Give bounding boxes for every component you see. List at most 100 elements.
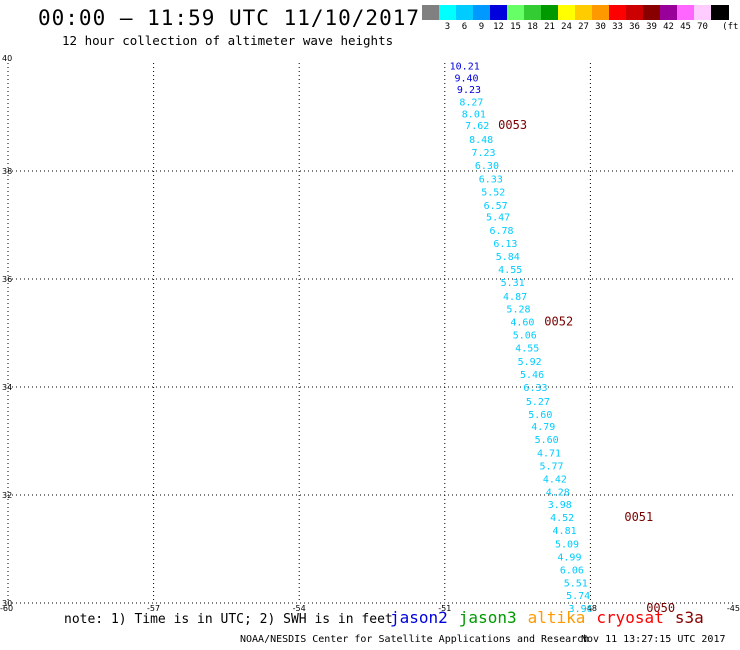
swh-value: 5.06	[513, 330, 537, 341]
map-axes: -60 -57 -54 -51 -48 -45 40 38 36 34 32 30	[0, 54, 740, 613]
swh-value: 4.28	[546, 488, 570, 499]
legend-unit-label: (ft)	[722, 22, 740, 32]
pass-time-label: 0053	[498, 118, 527, 132]
satellite-s3a: s3a	[674, 608, 704, 627]
legend-value-label: 45	[680, 22, 691, 32]
swh-value: 3.98	[548, 500, 572, 511]
pass-time-label: 0052	[544, 314, 573, 328]
legend-swatch	[456, 5, 474, 20]
swh-value: 5.92	[518, 357, 542, 368]
swh-value: 8.27	[459, 98, 483, 109]
swh-value: 4.55	[498, 265, 522, 276]
swh-value: 5.60	[535, 435, 559, 446]
pass-labels: 0053 0052 0051 0050	[498, 118, 675, 615]
swh-value: 5.52	[481, 187, 505, 198]
legend-swatch	[609, 5, 627, 20]
swh-value: 5.31	[501, 278, 525, 289]
footer-credit: NOAA/NESDIS Center for Satellite Applica…	[240, 634, 590, 645]
legend-swatch	[677, 5, 695, 20]
swh-value: 4.87	[503, 292, 527, 303]
swh-value: 4.42	[543, 475, 567, 486]
lon-tick-label: -45	[727, 604, 740, 613]
swh-value: 5.27	[526, 397, 550, 408]
swh-value: 7.23	[471, 148, 495, 159]
legend-swatch	[558, 5, 576, 20]
footer: NOAA/NESDIS Center for Satellite Applica…	[240, 634, 726, 645]
legend-swatch	[507, 5, 525, 20]
swh-value: 5.47	[486, 213, 510, 224]
lon-tick-label: -60	[0, 604, 13, 613]
units-note: note: 1) Time is in UTC; 2) SWH is in fe…	[64, 612, 393, 627]
swh-value: 8.48	[469, 135, 493, 146]
lon-tick-label: -57	[147, 604, 160, 613]
legend-swatch	[660, 5, 678, 20]
legend-swatch	[439, 5, 457, 20]
swh-value: 4.81	[553, 526, 577, 537]
lat-tick-label: 40	[2, 54, 12, 63]
legend-swatch	[490, 5, 508, 20]
legend-value-label: 18	[527, 22, 538, 32]
legend-swatch	[575, 5, 593, 20]
swh-value: 5.46	[520, 370, 544, 381]
swh-value: 4.79	[531, 422, 555, 433]
map-grid	[7, 63, 736, 604]
swh-value: 4.60	[510, 317, 534, 328]
swh-value: 5.77	[539, 462, 563, 473]
legend-value-label: 33	[612, 22, 623, 32]
swh-value: 4.99	[557, 552, 581, 563]
legend-swatch	[592, 5, 610, 20]
satellite-altika: altika	[527, 608, 586, 627]
legend-value-label: 70	[697, 22, 708, 32]
legend-value-label: 30	[595, 22, 606, 32]
swh-value: 4.71	[537, 449, 561, 460]
legend-value-label: 21	[544, 22, 555, 32]
page-subtitle: 12 hour collection of altimeter wave hei…	[62, 33, 394, 48]
legend-value-label: 3	[444, 22, 451, 32]
swh-value: 4.52	[550, 513, 574, 524]
pass-time-label: 0051	[624, 510, 653, 524]
lat-tick-label: 30	[2, 599, 12, 608]
lat-tick-label: 34	[2, 383, 12, 392]
swh-value: 6.33	[479, 174, 503, 185]
satellite-jason3: jason3	[458, 608, 517, 627]
legend-swatch	[473, 5, 491, 20]
legend-swatch	[626, 5, 644, 20]
swh-value: 5.28	[506, 304, 530, 315]
legend-swatch	[541, 5, 559, 20]
legend-swatch	[711, 5, 729, 20]
lon-tick-label: -48	[584, 604, 597, 613]
swh-value: 7.62	[465, 121, 489, 132]
swh-value: 6.78	[489, 226, 513, 237]
swh-value: 6.06	[560, 565, 584, 576]
pass-time-label: 0050	[646, 601, 675, 615]
swh-value: 6.30	[475, 161, 499, 172]
lat-tick-label: 36	[2, 275, 12, 284]
swh-value: 5.51	[564, 578, 588, 589]
swh-value: 4.55	[515, 343, 539, 354]
legend-swatch	[643, 5, 661, 20]
lon-tick-label: -54	[293, 604, 306, 613]
legend-value-label: 9	[478, 22, 485, 32]
satellite-cryosat: cryosat	[596, 608, 664, 627]
lat-tick-label: 32	[2, 491, 12, 500]
satellite-legend: jason2 jason3 altika cryosat s3a	[390, 608, 715, 627]
swh-value: 9.40	[455, 73, 479, 84]
legend-value-label: 15	[510, 22, 521, 32]
swh-value: 5.09	[555, 539, 579, 550]
swh-value: 3.96	[569, 604, 593, 615]
legend-swatch	[422, 5, 440, 20]
swh-value: 6.57	[484, 201, 508, 212]
legend-swatch	[694, 5, 712, 20]
swh-value: 5.74	[566, 591, 590, 602]
swh-observations: 10.219.409.23 8.278.017.62 8.48 7.23 6.30 6.3…	[450, 61, 593, 615]
legend-value-label: 24	[561, 22, 572, 32]
legend-value-label: 12	[493, 22, 504, 32]
lon-tick-label: -51	[438, 604, 451, 613]
legend-value-label: 39	[646, 22, 657, 32]
satellite-jason2: jason2	[390, 608, 448, 627]
swh-value: 10.21	[450, 61, 480, 72]
footer-timestamp: Nov 11 13:27:15 UTC 2017	[581, 634, 726, 645]
legend-swatch	[524, 5, 542, 20]
